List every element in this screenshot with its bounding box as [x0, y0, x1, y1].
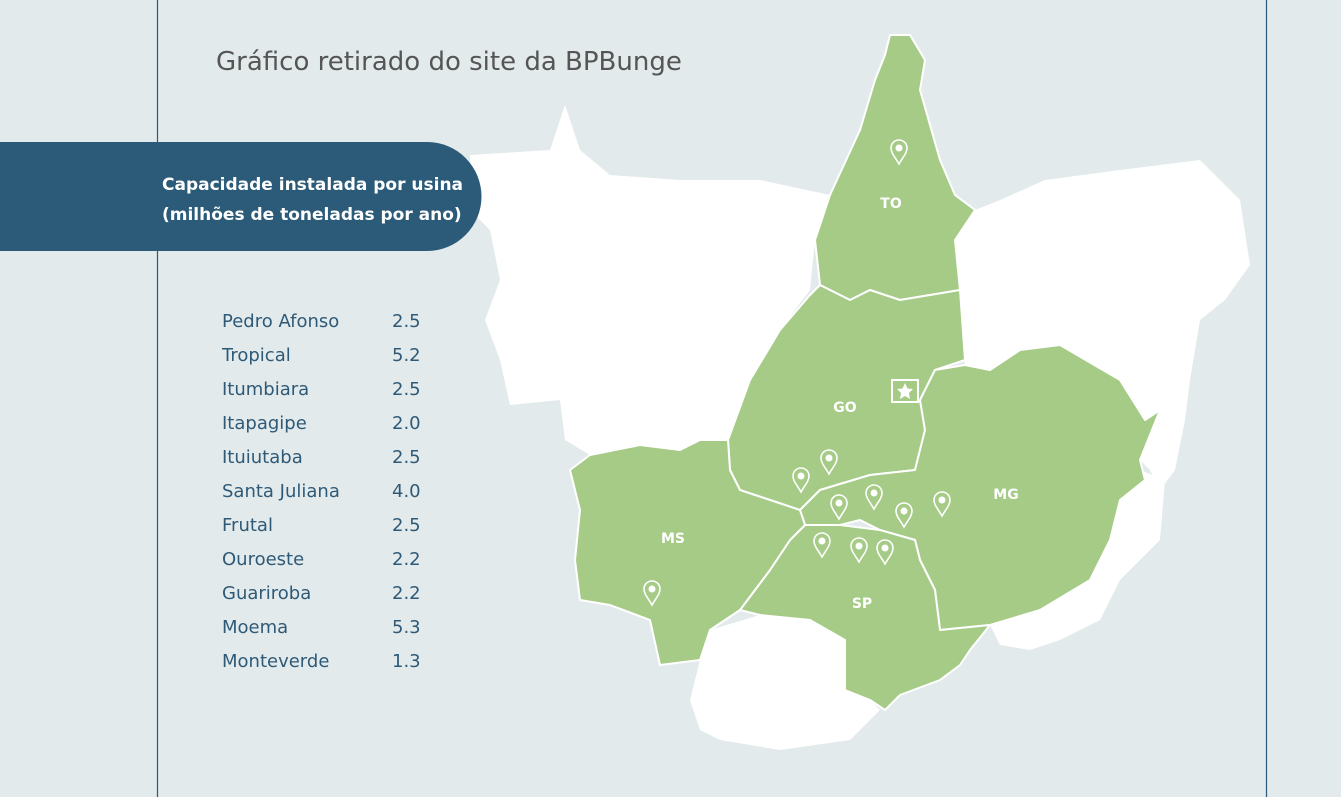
pin-dot: [835, 499, 843, 507]
state-label: MG: [993, 487, 1018, 503]
pin: [792, 467, 810, 494]
pin-dot: [895, 144, 903, 152]
pin-dot: [855, 542, 863, 550]
plant-name: Guariroba: [222, 583, 311, 604]
plant-capacity: 5.2: [392, 345, 421, 366]
plant-capacity: 5.3: [392, 617, 421, 638]
pin-dot: [900, 507, 908, 515]
state-label: TO: [880, 196, 902, 212]
state-label: MS: [661, 531, 685, 547]
plant-name: Tropical: [221, 345, 291, 366]
pin-dot: [797, 472, 805, 480]
pin-dot: [870, 489, 878, 497]
pin: [643, 580, 661, 607]
pin-dot: [648, 585, 656, 593]
plant-name: Monteverde: [222, 651, 329, 672]
pin-dot: [825, 454, 833, 462]
plant-name: Ouroeste: [222, 549, 304, 570]
pin-dot: [938, 496, 946, 504]
region-ba: [955, 160, 1250, 490]
map: TO GO MG MS SP: [470, 34, 1250, 750]
capacity-table: Pedro Afonso 2.5 Tropical 5.2 Itumbiara 2.5 It…: [221, 311, 421, 672]
region-pr: [690, 615, 880, 750]
plant-name: Frutal: [222, 515, 273, 536]
region-mt: [470, 105, 830, 455]
pin: [865, 484, 883, 511]
pin: [813, 532, 831, 559]
plant-name: Santa Juliana: [222, 481, 340, 502]
panel-line: (milhões de toneladas por ano): [162, 205, 462, 225]
pin-dot: [818, 537, 826, 545]
pin-dot: [881, 544, 889, 552]
pin: [895, 502, 913, 529]
page-title: Gráfico retirado do site da BPBunge: [216, 47, 682, 77]
state-to: [814, 34, 976, 301]
plant-capacity: 1.3: [392, 651, 421, 672]
plant-capacity: 2.0: [392, 413, 421, 434]
pin: [933, 491, 951, 518]
panel-line: Capacidade instalada por usina: [162, 175, 463, 195]
plant-pins: [643, 139, 951, 607]
plant-capacity: 2.5: [392, 311, 421, 332]
state-sp: [739, 524, 991, 711]
plant-name: Ituiutaba: [222, 447, 303, 468]
pin: [850, 537, 868, 564]
plant-name: Itapagipe: [222, 413, 307, 434]
capital-marker: [891, 379, 919, 403]
region-rj-es: [990, 470, 1165, 650]
panel-banner: [0, 142, 482, 251]
pin: [830, 494, 848, 521]
plant-capacity: 2.2: [392, 583, 421, 604]
plant-capacity: 2.5: [392, 379, 421, 400]
state-ms: [569, 439, 806, 666]
plant-name: Itumbiara: [222, 379, 309, 400]
plant-capacity: 2.2: [392, 549, 421, 570]
state-label: GO: [833, 400, 856, 416]
pin: [820, 449, 838, 476]
pin: [876, 539, 894, 566]
plant-capacity: 4.0: [392, 481, 421, 502]
plant-capacity: 2.5: [392, 447, 421, 468]
plant-name: Pedro Afonso: [222, 311, 339, 332]
pin: [890, 139, 908, 166]
plant-capacity: 2.5: [392, 515, 421, 536]
state-label: SP: [852, 596, 872, 612]
plant-name: Moema: [222, 617, 288, 638]
state-labels: TO GO MG MS SP: [661, 196, 1019, 612]
state-mg: [799, 344, 1161, 631]
